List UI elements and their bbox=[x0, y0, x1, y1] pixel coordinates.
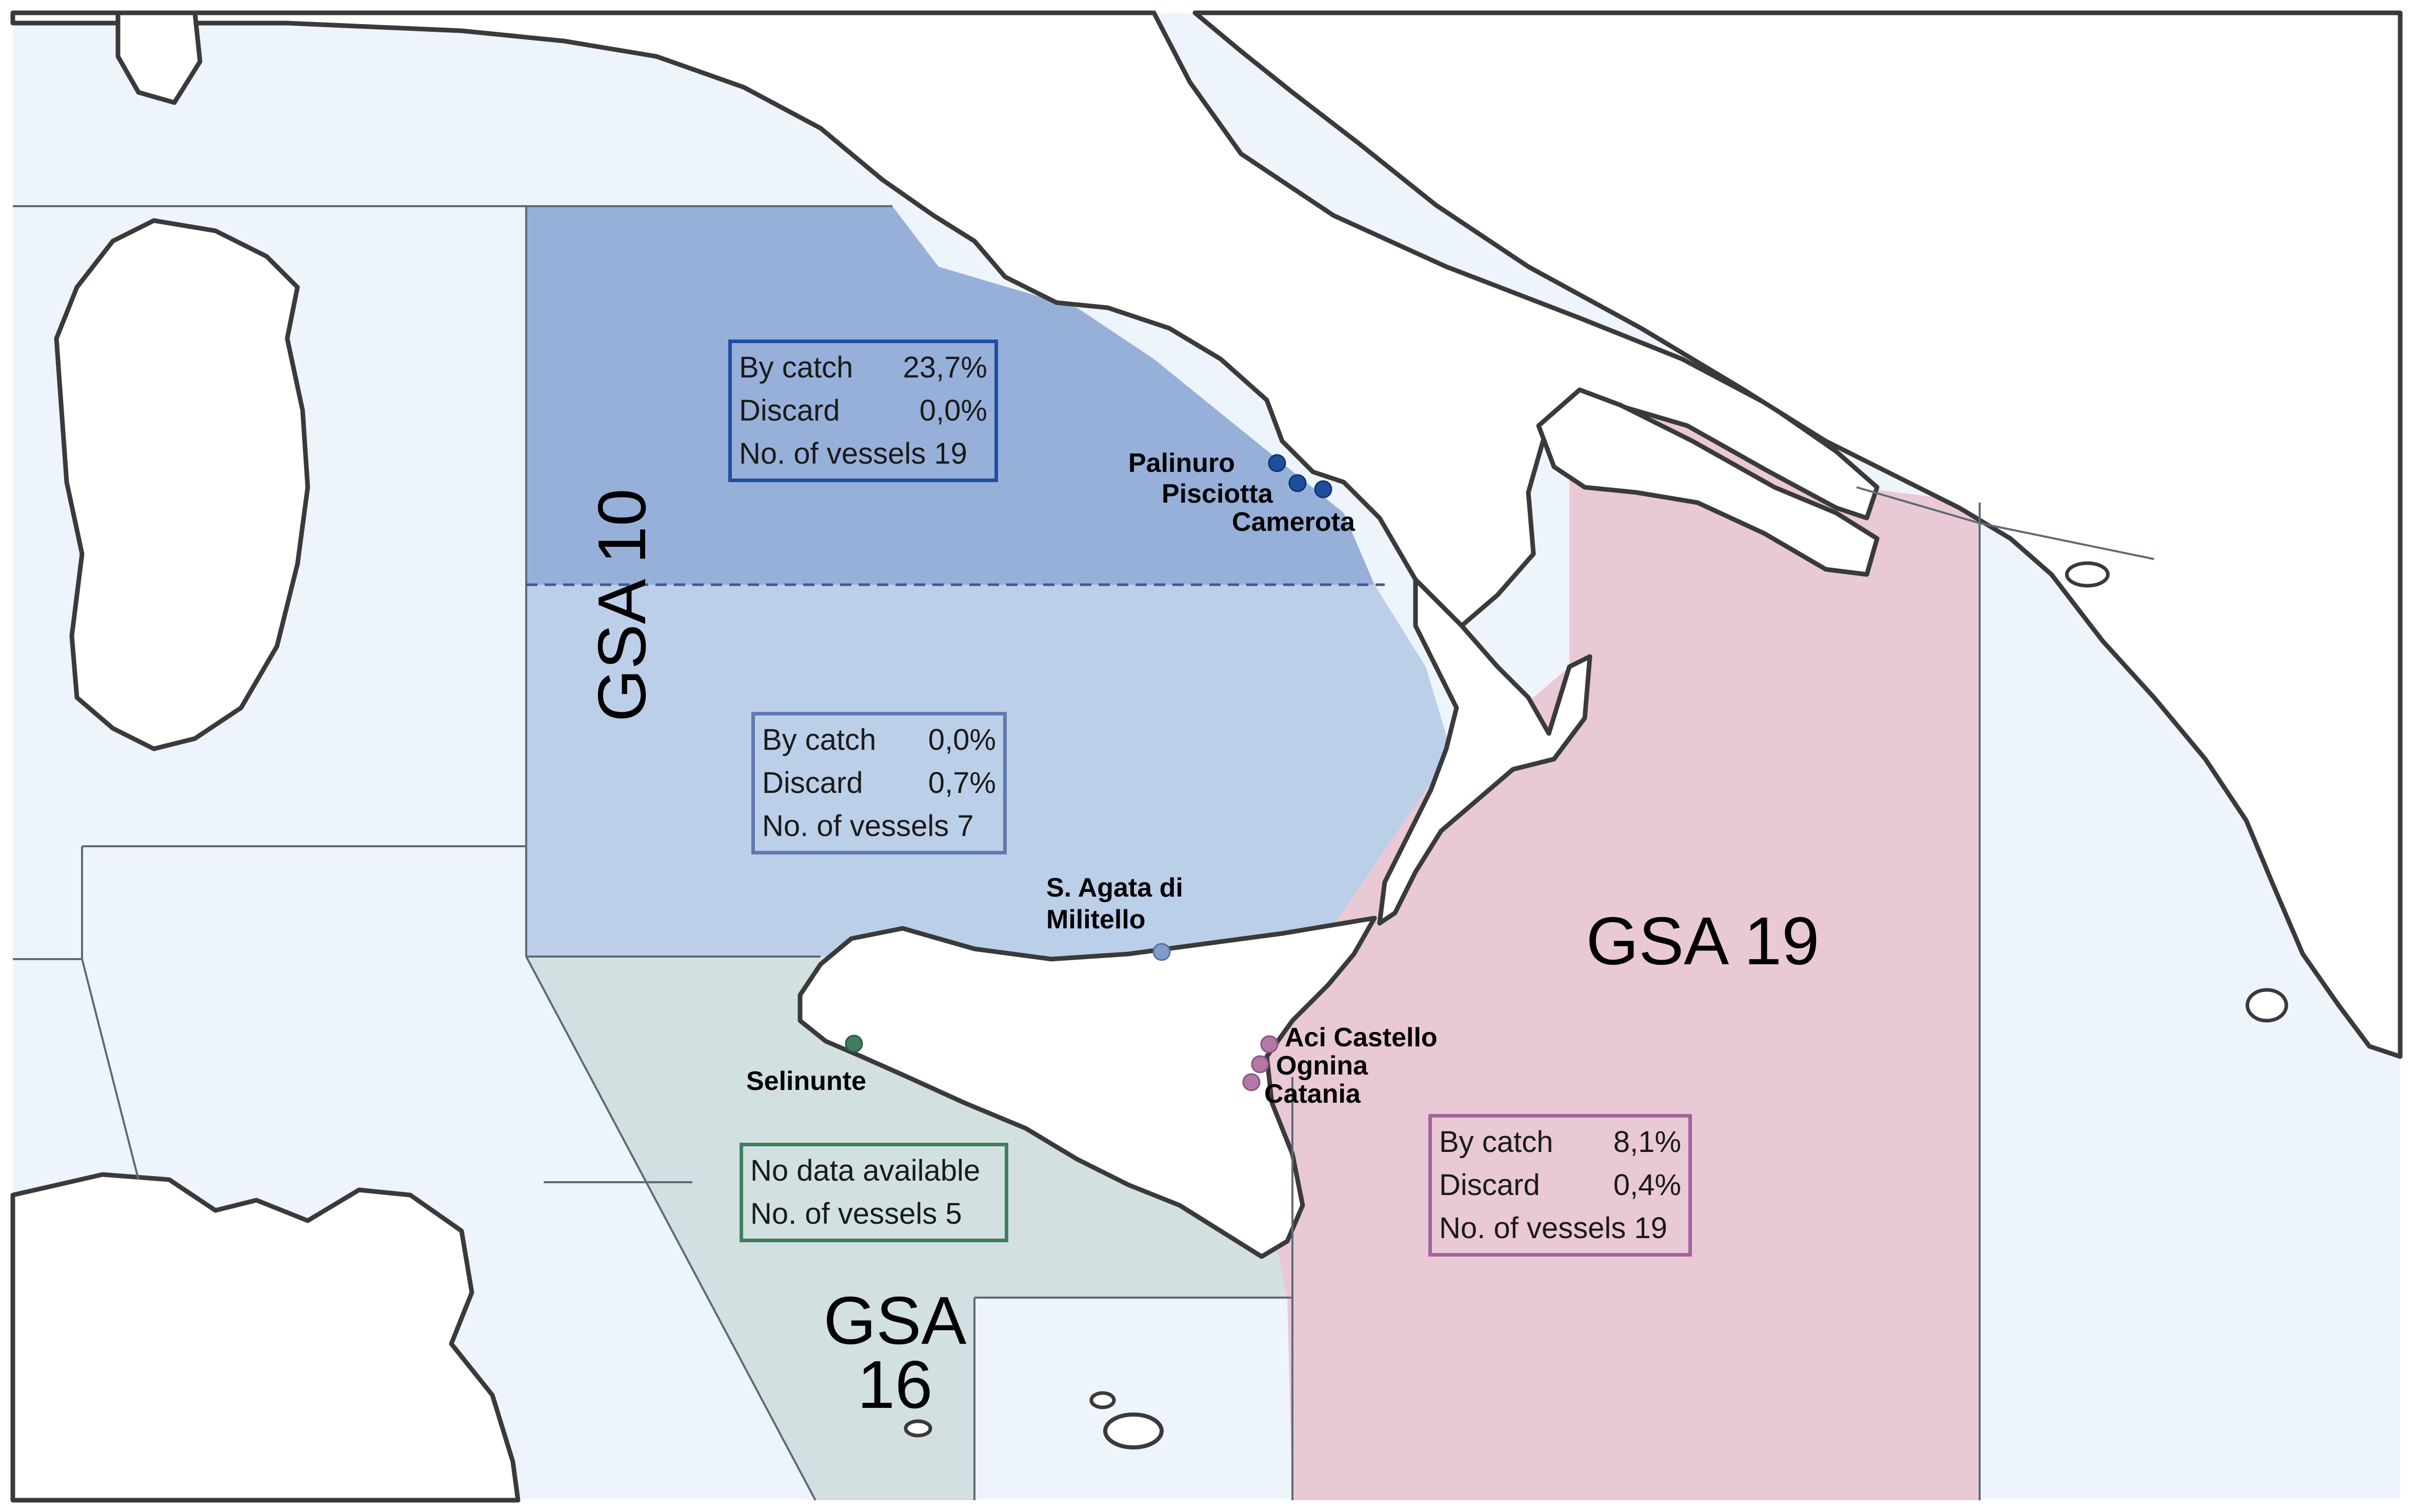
sagata-label-line2: Militello bbox=[1046, 905, 1146, 934]
sagata-marker bbox=[1152, 943, 1171, 961]
corsica bbox=[115, 10, 203, 105]
palinuro-label: Palinuro bbox=[1128, 448, 1235, 478]
gsa10-south-info-box: By catch 0,0% Discard 0,7% No. of vessel… bbox=[751, 712, 1007, 854]
aci-castello-marker bbox=[1260, 1035, 1279, 1053]
ognina-marker bbox=[1251, 1055, 1269, 1073]
gsa19-zone bbox=[1241, 390, 1980, 1500]
vessels-row: No. of vessels 19 bbox=[739, 437, 967, 470]
bycatch-label: By catch bbox=[762, 723, 876, 757]
discard-label: Discard bbox=[1439, 1168, 1540, 1202]
gsa19-boundary-north bbox=[1856, 486, 1980, 524]
corfu-island bbox=[2065, 561, 2110, 588]
vessels-row: No. of vessels 7 bbox=[762, 809, 974, 843]
gsa10-south-zone bbox=[526, 585, 1457, 957]
palinuro-marker bbox=[1268, 454, 1286, 472]
camerota-marker bbox=[1314, 480, 1332, 499]
bycatch-row: By catch 8,1% bbox=[1439, 1121, 1681, 1164]
gsa10-label: GSA 10 bbox=[584, 489, 660, 722]
catania-marker bbox=[1242, 1073, 1261, 1091]
selinunte-marker bbox=[845, 1034, 863, 1053]
kefalonia-island bbox=[2245, 988, 2288, 1023]
bycatch-row: By catch 0,0% bbox=[762, 719, 996, 762]
vessels-row: No. of vessels 19 bbox=[1439, 1211, 1667, 1245]
vessels-row: No. of vessels 5 bbox=[750, 1197, 962, 1230]
gsa19-info-box: By catch 8,1% Discard 0,4% No. of vessel… bbox=[1428, 1114, 1692, 1257]
gsa20-boundary-east bbox=[1979, 522, 2155, 560]
bycatch-label: By catch bbox=[739, 351, 853, 384]
gsa10-north-zone bbox=[526, 206, 1374, 585]
discard-row: Discard 0,0% bbox=[739, 389, 987, 432]
nodata-row: No data available bbox=[750, 1154, 981, 1187]
gsa16-info-box: No data available No. of vessels 5 bbox=[740, 1143, 1008, 1242]
gsa16-diagonal bbox=[525, 956, 816, 1501]
ognina-label: Ognina bbox=[1276, 1051, 1368, 1081]
aci-castello-label: Aci Castello bbox=[1285, 1023, 1438, 1052]
calabria bbox=[1377, 577, 1592, 926]
gsa16-label-line1: GSA bbox=[824, 1283, 967, 1358]
discard-row: Discard 0,7% bbox=[762, 762, 996, 805]
bycatch-row: By catch 23,7% bbox=[739, 346, 987, 389]
bycatch-label: By catch bbox=[1439, 1125, 1553, 1159]
bycatch-value: 0,0% bbox=[928, 723, 996, 757]
sagata-label-line1: S. Agata di bbox=[1046, 873, 1183, 903]
sardinia bbox=[54, 218, 310, 751]
camerota-label: Camerota bbox=[1232, 507, 1355, 537]
north-africa bbox=[10, 1172, 521, 1503]
selinunte-label: Selinunte bbox=[746, 1066, 866, 1096]
lampedusa-island bbox=[904, 1419, 932, 1438]
discard-label: Discard bbox=[739, 394, 840, 427]
gsa16-label-line2: 16 bbox=[858, 1347, 933, 1422]
pisciotta-label: Pisciotta bbox=[1162, 479, 1273, 509]
gozo-island bbox=[1089, 1391, 1116, 1409]
discard-value: 0,4% bbox=[1613, 1168, 1681, 1202]
catania-label: Catania bbox=[1264, 1079, 1361, 1109]
bycatch-value: 23,7% bbox=[903, 351, 987, 384]
discard-row: Discard 0,4% bbox=[1439, 1164, 1681, 1207]
balkans bbox=[1192, 10, 2403, 1059]
peninsula-heel bbox=[1536, 387, 1880, 577]
malta-island bbox=[1103, 1412, 1164, 1449]
bycatch-value: 8,1% bbox=[1613, 1125, 1681, 1159]
gsa10-north-info-box: By catch 23,7% Discard 0,0% No. of vesse… bbox=[728, 340, 998, 482]
gsa-boundary-diag-left bbox=[81, 959, 139, 1180]
pisciotta-marker bbox=[1288, 474, 1307, 492]
discard-label: Discard bbox=[762, 766, 863, 800]
discard-value: 0,7% bbox=[928, 766, 996, 800]
discard-value: 0,0% bbox=[919, 394, 987, 427]
gsa19-label: GSA 19 bbox=[1586, 903, 1820, 979]
